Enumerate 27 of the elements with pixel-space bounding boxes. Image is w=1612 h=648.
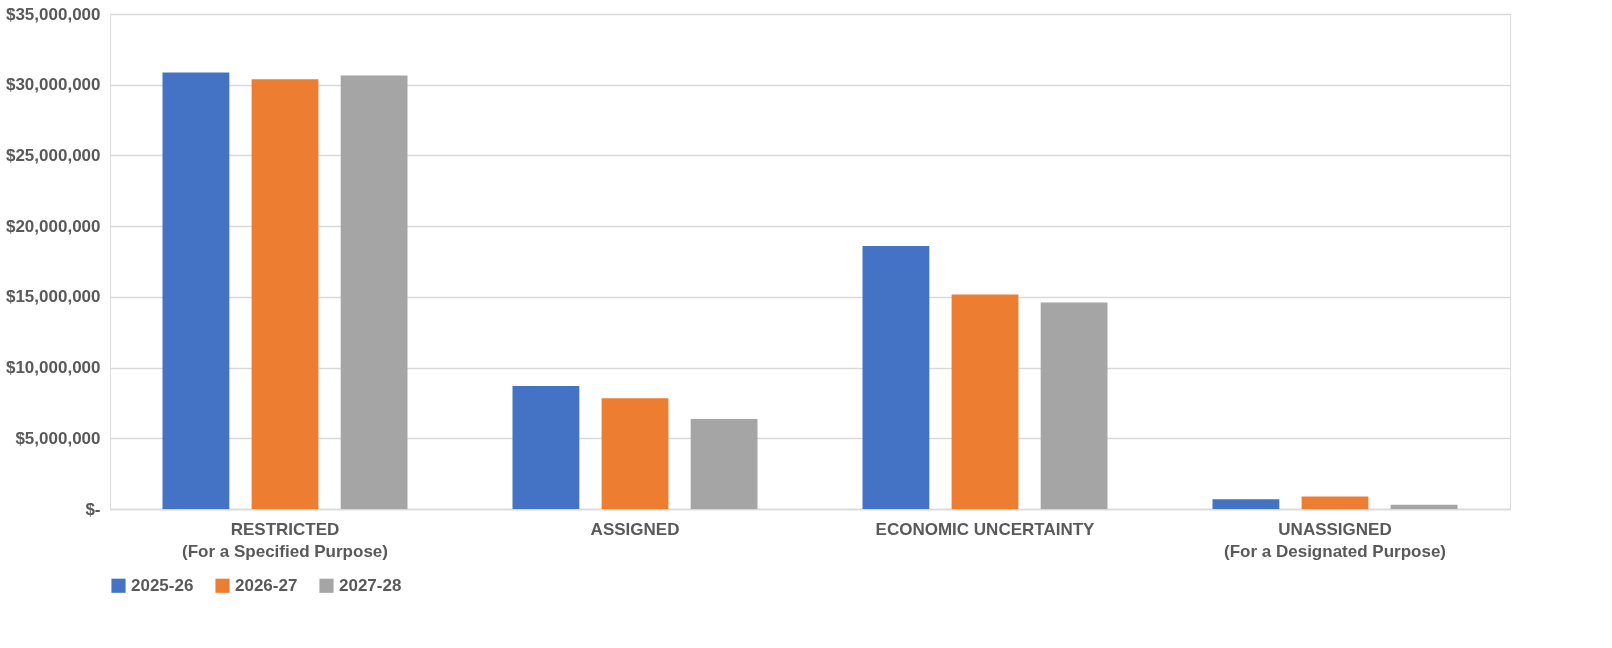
y-tick-label: $- — [85, 499, 101, 519]
y-tick-label: $5,000,000 — [15, 428, 101, 448]
bar — [1212, 499, 1280, 509]
legend-label: 2026-27 — [235, 575, 298, 595]
bar — [1301, 496, 1369, 509]
bar — [1040, 302, 1108, 509]
bar — [951, 294, 1019, 509]
y-tick-label: $10,000,000 — [5, 358, 101, 378]
bar — [512, 386, 580, 509]
bar — [690, 419, 758, 509]
y-tick-label: $30,000,000 — [5, 75, 101, 95]
x-tick-label: ECONOMIC UNCERTAINTY — [875, 519, 1096, 539]
bar — [1390, 504, 1458, 509]
bar — [862, 246, 930, 509]
y-tick-label: $20,000,000 — [5, 216, 101, 236]
y-tick-label: $25,000,000 — [5, 145, 101, 165]
bar — [162, 72, 230, 509]
y-tick-label: $35,000,000 — [5, 4, 101, 24]
x-tick-label: ASSIGNED — [590, 519, 680, 539]
y-tick-label: $15,000,000 — [5, 287, 101, 307]
legend-label: 2025-26 — [131, 575, 194, 595]
bar — [251, 79, 319, 509]
x-tick-label: RESTRICTED (For a Specified Purpose) — [182, 519, 388, 561]
bar — [340, 75, 408, 509]
bar — [601, 398, 669, 509]
x-tick-label: UNASSIGNED (For a Designated Purpose) — [1224, 519, 1446, 561]
legend-label: 2027-28 — [339, 575, 402, 595]
